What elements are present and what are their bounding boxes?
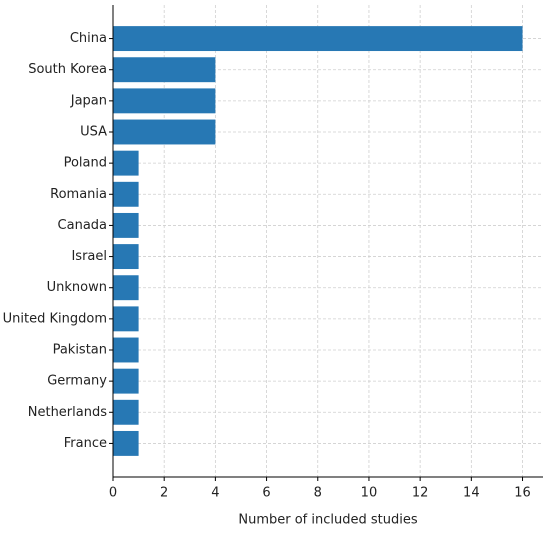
bar bbox=[113, 88, 216, 114]
y-tick-label: South Korea bbox=[28, 62, 107, 77]
y-tick-label: Japan bbox=[70, 93, 107, 108]
x-tick-label: 16 bbox=[514, 486, 531, 501]
x-tick-label: 8 bbox=[314, 486, 322, 501]
y-tick-label: Netherlands bbox=[28, 405, 107, 420]
y-tick-label: Unknown bbox=[47, 280, 107, 295]
bar bbox=[113, 26, 523, 52]
y-tick-label: Germany bbox=[47, 374, 107, 389]
bar bbox=[113, 430, 139, 456]
bar bbox=[113, 150, 139, 176]
bar bbox=[113, 57, 216, 83]
y-tick-label: Romania bbox=[50, 187, 107, 202]
x-tick-label: 4 bbox=[211, 486, 219, 501]
bar bbox=[113, 244, 139, 270]
x-tick-label: 2 bbox=[160, 486, 168, 501]
y-tick-label: Canada bbox=[58, 218, 107, 233]
y-tick-label: USA bbox=[80, 125, 107, 140]
bar bbox=[113, 181, 139, 207]
y-tick-label: China bbox=[70, 31, 107, 46]
bar bbox=[113, 368, 139, 394]
x-tick-label: 12 bbox=[412, 486, 429, 501]
bar bbox=[113, 306, 139, 332]
y-tick-label: United Kingdom bbox=[3, 311, 107, 326]
y-tick-label: Israel bbox=[71, 249, 107, 264]
x-axis-label: Number of included studies bbox=[238, 513, 417, 528]
y-tick-label: Pakistan bbox=[53, 343, 107, 358]
x-tick-label: 14 bbox=[463, 486, 480, 501]
y-tick-label: Poland bbox=[64, 156, 107, 171]
bar bbox=[113, 212, 139, 238]
bar bbox=[113, 337, 139, 363]
bar bbox=[113, 275, 139, 301]
y-tick-label: France bbox=[64, 436, 107, 451]
x-tick-label: 6 bbox=[262, 486, 270, 501]
bar bbox=[113, 399, 139, 425]
x-tick-label: 0 bbox=[109, 486, 117, 501]
x-tick-label: 10 bbox=[361, 486, 378, 501]
bar bbox=[113, 119, 216, 145]
